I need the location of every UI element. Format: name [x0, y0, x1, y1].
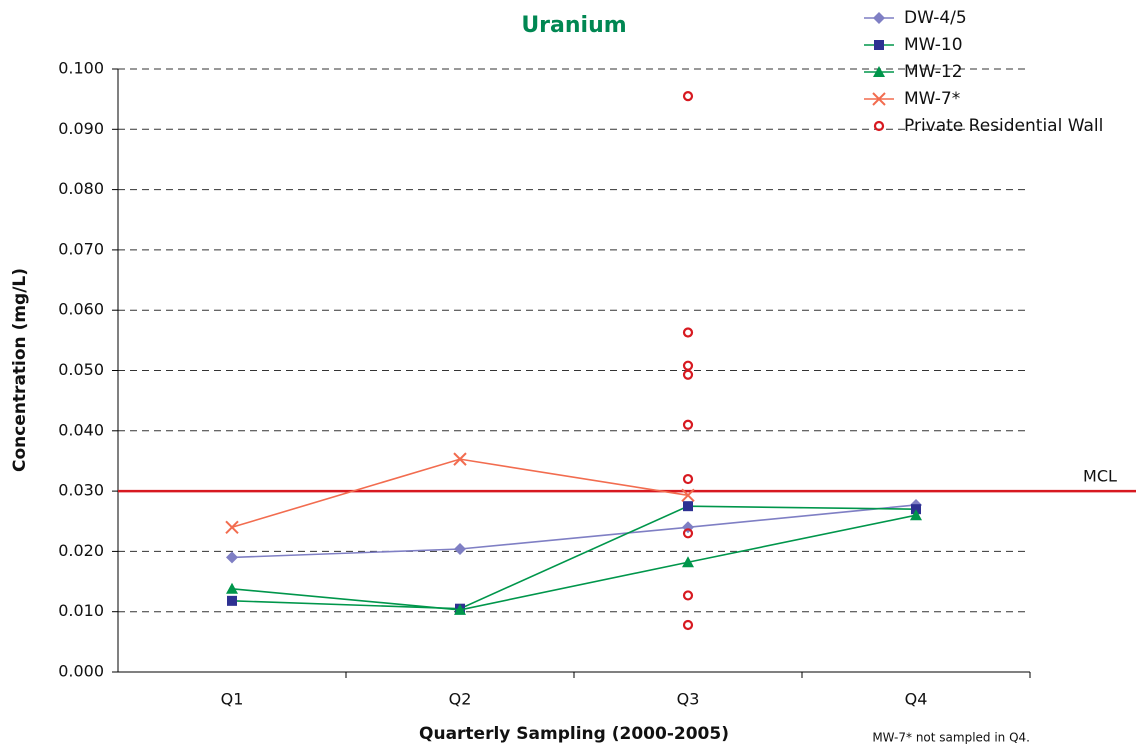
x-tick-label: Q2: [449, 690, 472, 709]
y-tick-label: 0.050: [58, 360, 104, 379]
series-line: [231, 458, 689, 529]
marker: [682, 590, 694, 601]
marker: [682, 419, 694, 430]
x-tick-label: Q4: [905, 690, 928, 709]
y-tick-label: 0.090: [58, 119, 104, 138]
note: MW-7* not sampled in Q4.: [872, 731, 1030, 745]
marker: [872, 92, 886, 106]
y-axis-label: Concentration (mg/L): [10, 268, 30, 472]
marker: [683, 501, 693, 512]
y-tick-label: 0.060: [58, 300, 104, 319]
y-tick-label: 0.000: [58, 662, 104, 681]
y-tick-label: 0.070: [58, 239, 104, 258]
marker: [873, 12, 885, 24]
legend-label: MW-10: [904, 35, 963, 55]
x-tick-label: Q1: [221, 690, 244, 709]
marker: [682, 327, 694, 338]
series-line: [231, 514, 917, 611]
marker: [682, 528, 694, 539]
marker: [874, 40, 884, 50]
chart-title: Uranium: [521, 13, 626, 38]
x-tick-label: Q3: [677, 690, 700, 709]
marker: [225, 520, 239, 534]
marker: [682, 369, 694, 380]
marker: [682, 91, 694, 102]
marker: [873, 66, 885, 77]
y-tick-label: 0.040: [58, 420, 104, 439]
y-tick-label: 0.030: [58, 481, 104, 500]
marker: [910, 509, 922, 521]
marker: [682, 473, 694, 485]
x-axis-label: Quarterly Sampling (2000-2005): [419, 724, 729, 744]
marker: [226, 551, 238, 564]
legend-label: MW-12: [904, 62, 963, 82]
y-tick-label: 0.020: [58, 541, 104, 560]
marker: [454, 603, 466, 615]
marker: [682, 556, 694, 568]
marker: [682, 360, 694, 371]
series-line: [231, 504, 917, 559]
marker: [873, 120, 885, 132]
reference-label: MCL: [1083, 467, 1117, 486]
y-tick-label: 0.080: [58, 179, 104, 198]
marker: [911, 504, 921, 515]
marker: [682, 619, 694, 631]
y-tick-label: 0.010: [58, 601, 104, 620]
marker: [681, 488, 695, 503]
legend-label: Private Residential Wall: [904, 116, 1103, 136]
marker: [226, 582, 238, 594]
series-line: [231, 505, 917, 610]
y-tick-label: 0.100: [58, 59, 104, 78]
legend-label: DW-4/5: [904, 8, 967, 28]
legend-label: MW-7*: [904, 89, 960, 109]
marker: [227, 595, 237, 606]
marker: [453, 452, 467, 466]
marker: [454, 542, 466, 555]
